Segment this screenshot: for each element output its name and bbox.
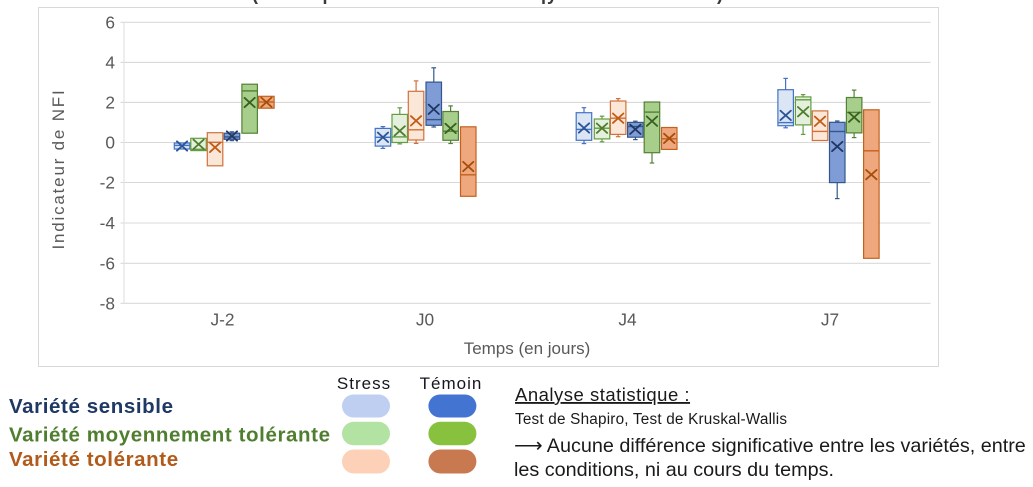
svg-text:6: 6 [105,12,115,32]
svg-text:-8: -8 [100,293,115,313]
svg-text:les conditions, ni au cours du: les conditions, ni au cours du temps. [514,459,834,481]
svg-text:-2: -2 [100,173,115,193]
svg-text:Variété moyennement tolérante: Variété moyennement tolérante [9,424,331,447]
svg-text:-6: -6 [100,253,115,273]
svg-text:(: ( [252,0,258,4]
svg-text:Témoin: Témoin [420,374,483,393]
svg-text:y: y [547,0,557,4]
svg-text:-4: -4 [100,213,116,233]
svg-text:Stress: Stress [337,374,391,393]
svg-text:⟶ Aucune différence significat: ⟶ Aucune différence significative entre … [514,435,1026,457]
svg-text:J0: J0 [416,310,434,330]
svg-text:Variété sensible: Variété sensible [9,395,174,418]
svg-text:p: p [541,0,552,4]
svg-text:p: p [323,0,334,4]
svg-text:J7: J7 [821,310,839,330]
svg-text:J-2: J-2 [210,310,234,330]
svg-text:2: 2 [105,92,115,112]
svg-text:4: 4 [105,52,115,72]
svg-text:): ) [717,0,723,4]
svg-text:J4: J4 [618,310,637,330]
svg-text:Test de Shapiro, Test de Krusk: Test de Shapiro, Test de Kruskal-Wallis [515,411,787,428]
svg-text:Indicateur de NFI: Indicateur de NFI [49,89,68,250]
svg-text:Variété tolérante: Variété tolérante [9,448,179,471]
svg-text:Analyse statistique :: Analyse statistique : [515,384,690,405]
svg-text:Temps (en jours): Temps (en jours) [464,339,591,358]
svg-text:0: 0 [105,133,115,153]
